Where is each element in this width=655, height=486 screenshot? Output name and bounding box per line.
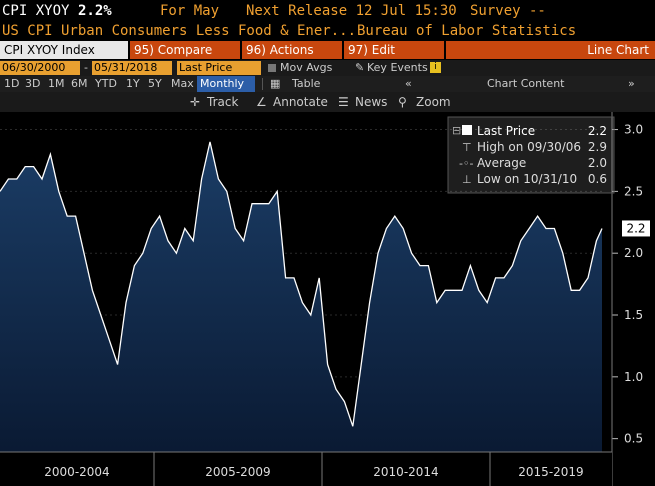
grid-icon[interactable]: ▦	[270, 77, 281, 90]
y-tick-label: 1.5	[624, 308, 643, 322]
x-tick-label: 2000-2004	[44, 465, 109, 479]
security-description: US CPI Urban Consumers Less Food & Ener.…	[0, 22, 655, 40]
chart-type-label[interactable]: Line Chart	[446, 41, 655, 59]
x-axis: 2000-2004 2005-2009 2010-2014 2015-2019	[0, 451, 612, 486]
index-field[interactable]: CPI XYOY Index	[0, 41, 128, 59]
legend-last-price-value: 2.2	[588, 124, 607, 138]
period-1y[interactable]: 1Y	[126, 77, 140, 90]
key-events-label: Key Events	[367, 61, 428, 74]
series-line	[0, 141, 603, 427]
legend-box	[447, 116, 615, 194]
legend-low-value: 0.6	[588, 172, 607, 186]
last-value-tag-box	[622, 220, 650, 237]
frequency-select[interactable]: Monthly ▼	[197, 76, 255, 106]
annotate-icon: ∠	[256, 95, 267, 109]
legend-average-value: 2.0	[588, 156, 607, 170]
legend-last-price-label: Last Price	[477, 124, 535, 138]
x-tick-label: 2015-2019	[518, 465, 583, 479]
survey: Survey --	[470, 3, 546, 19]
annotate-button[interactable]: Annotate	[273, 95, 328, 109]
x-tick-label: 2005-2009	[205, 465, 270, 479]
pencil-icon[interactable]: ✎	[355, 61, 365, 74]
end-date-input[interactable]: 05/31/2018	[92, 61, 172, 75]
period-ytd[interactable]: YTD	[95, 77, 117, 90]
period-1d[interactable]: 1D	[4, 77, 20, 90]
start-date-input[interactable]: 06/30/2000	[0, 61, 80, 75]
last-value: 2.2%	[78, 3, 112, 19]
legend-high-label: High on 09/30/06	[477, 140, 581, 154]
compare-button[interactable]: 95) Compare	[130, 41, 240, 59]
period-6m[interactable]: 6M	[71, 77, 88, 90]
crosshair-icon: ✛	[190, 95, 201, 109]
average-marker-icon: -◦-	[459, 157, 473, 170]
divider	[262, 78, 263, 90]
chevron-right-icon[interactable]: »	[628, 77, 635, 90]
ticker-symbol: CPI XYOY	[2, 3, 70, 19]
mov-avgs-label: Mov Avgs	[280, 61, 333, 74]
period-max[interactable]: Max	[171, 77, 194, 90]
last-value-tag-text: 2.2	[626, 221, 645, 235]
legend-high-value: 2.9	[588, 140, 607, 154]
data-source: Bureau of Labor Statistics	[357, 23, 577, 39]
track-button[interactable]: Track	[207, 95, 239, 109]
y-tick-label: 0.5	[624, 432, 643, 446]
function-toolbar: CPI XYOY Index 95) Compare 96) Actions 9…	[0, 40, 655, 60]
y-tick-label: 2.5	[624, 184, 643, 198]
for-period: For May	[160, 3, 220, 19]
period-bar: 1D 3D 1M 6M YTD 1Y 5Y Max Monthly ▼ ▦ Ta…	[0, 76, 655, 106]
low-marker-icon: ⊥	[462, 173, 472, 186]
chart-area[interactable]: 3.0 2.5 2.0 1.5 1.0 0.5 2000-2004 2005-2009 201…	[0, 112, 655, 486]
next-release: Next Release 12 Jul 15:30	[246, 3, 457, 19]
actions-button[interactable]: 96) Actions	[242, 41, 342, 59]
news-icon: ☰	[338, 95, 349, 109]
last-value-tag: 2.2	[622, 220, 650, 237]
edit-button[interactable]: 97) Edit	[344, 41, 444, 59]
legend-swatch	[462, 125, 472, 135]
series-select[interactable]: Last Price	[177, 61, 261, 75]
chart-legend: ⊟ Last Price 2.2 ⊤ High on 09/30/06 2.9 …	[447, 116, 615, 194]
info-icon[interactable]: i	[430, 62, 441, 73]
x-axis-band	[0, 452, 612, 486]
period-3d[interactable]: 3D	[25, 77, 41, 90]
y-tick-label: 1.0	[624, 370, 643, 384]
y-tick-label: 3.0	[624, 123, 643, 137]
period-5y[interactable]: 5Y	[148, 77, 162, 90]
chevron-left-icon[interactable]: «	[405, 77, 412, 90]
high-marker-icon: ⊤	[462, 141, 472, 154]
y-axis: 3.0 2.5 2.0 1.5 1.0 0.5	[611, 112, 643, 486]
range-bar: 06/30/2000 - 05/31/2018 Last Price Mov A…	[0, 60, 655, 76]
chart-tools: ✛ Track ∠ Annotate ☰ News ⚲ Zoom	[0, 92, 655, 112]
ticker-header: CPI XYOY 2.2% For May Next Release 12 Ju…	[0, 0, 655, 22]
zoom-button[interactable]: Zoom	[416, 95, 451, 109]
zoom-icon: ⚲	[398, 95, 407, 109]
news-button[interactable]: News	[355, 95, 388, 109]
legend-average-label: Average	[477, 156, 526, 170]
y-tick-label: 2.0	[624, 246, 643, 260]
table-button[interactable]: Table	[292, 77, 321, 90]
security-name: US CPI Urban Consumers Less Food & Ener.…	[2, 23, 357, 39]
line-chart[interactable]: 3.0 2.5 2.0 1.5 1.0 0.5 2000-2004 2005-2009 201…	[0, 112, 655, 486]
chart-content-button[interactable]: Chart Content	[487, 77, 565, 90]
mov-avgs-checkbox[interactable]	[268, 64, 276, 72]
legend-collapse-icon[interactable]: ⊟	[452, 124, 461, 137]
range-dash: -	[84, 61, 88, 74]
period-1m[interactable]: 1M	[48, 77, 65, 90]
area-fill	[0, 141, 602, 452]
x-tick-label: 2010-2014	[373, 465, 438, 479]
legend-low-label: Low on 10/31/10	[477, 172, 577, 186]
